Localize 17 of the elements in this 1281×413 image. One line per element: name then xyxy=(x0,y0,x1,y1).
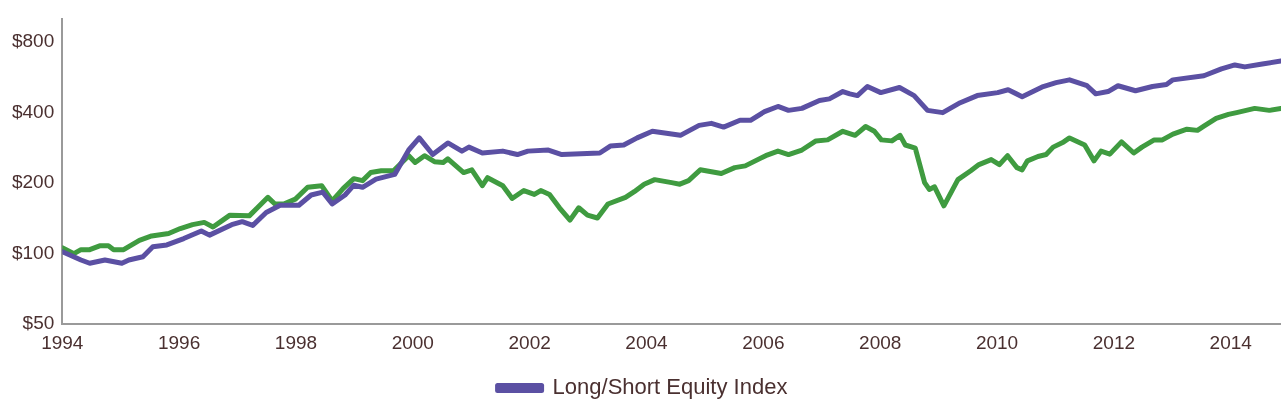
x-tick-label: 2000 xyxy=(391,331,434,353)
x-tick-label: 2002 xyxy=(508,331,551,353)
legend-label: Long/Short Equity Index xyxy=(552,374,788,400)
y-tick-label: $800 xyxy=(11,30,55,52)
y-tick-label: $100 xyxy=(11,241,55,263)
x-tick-label: 2006 xyxy=(742,331,785,353)
x-tick-label: 2010 xyxy=(975,331,1019,353)
y-tick-label: $400 xyxy=(11,100,55,122)
y-tick-label: $50 xyxy=(22,312,55,334)
x-tick-label: 1994 xyxy=(41,331,84,353)
x-tick-label: 2004 xyxy=(625,331,669,353)
x-tick-label: 2012 xyxy=(1092,331,1136,353)
x-tick-label: 2014 xyxy=(1209,331,1253,353)
y-tick-label: $200 xyxy=(11,171,55,193)
x-tick-label: 1998 xyxy=(274,331,318,353)
x-tick-label: 2008 xyxy=(859,331,902,353)
x-tick-label: 1996 xyxy=(157,331,201,353)
